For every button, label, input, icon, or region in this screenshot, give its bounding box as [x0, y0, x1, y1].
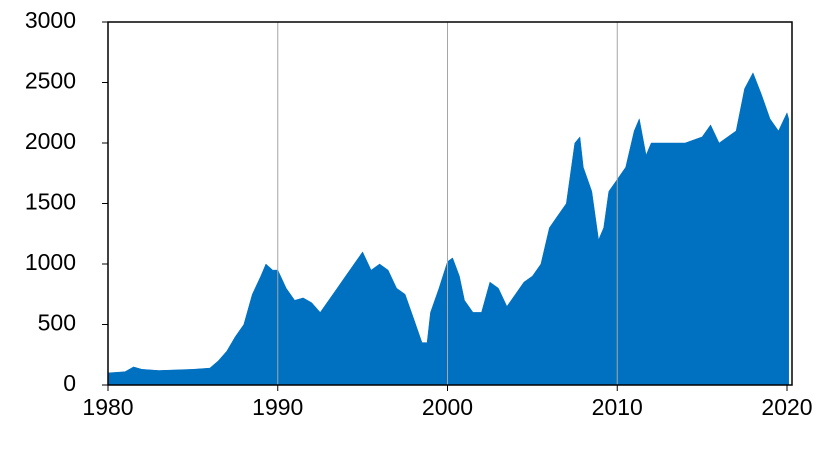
x-tick-label: 1990 [252, 394, 303, 420]
y-tick-label: 2000 [25, 128, 76, 154]
y-tick-label: 1000 [25, 249, 76, 275]
x-tick-label: 2010 [592, 394, 643, 420]
x-tick-label: 2000 [422, 394, 473, 420]
y-tick-label: 500 [38, 310, 76, 336]
y-tick-label: 3000 [25, 7, 76, 33]
y-tick-label: 2500 [25, 68, 76, 94]
x-tick-label: 2020 [761, 394, 812, 420]
x-tick-label: 1980 [82, 394, 133, 420]
y-tick-label: 0 [63, 370, 76, 396]
plot-border [107, 21, 793, 386]
area [107, 72, 789, 386]
y-tick-label: 1500 [25, 189, 76, 215]
